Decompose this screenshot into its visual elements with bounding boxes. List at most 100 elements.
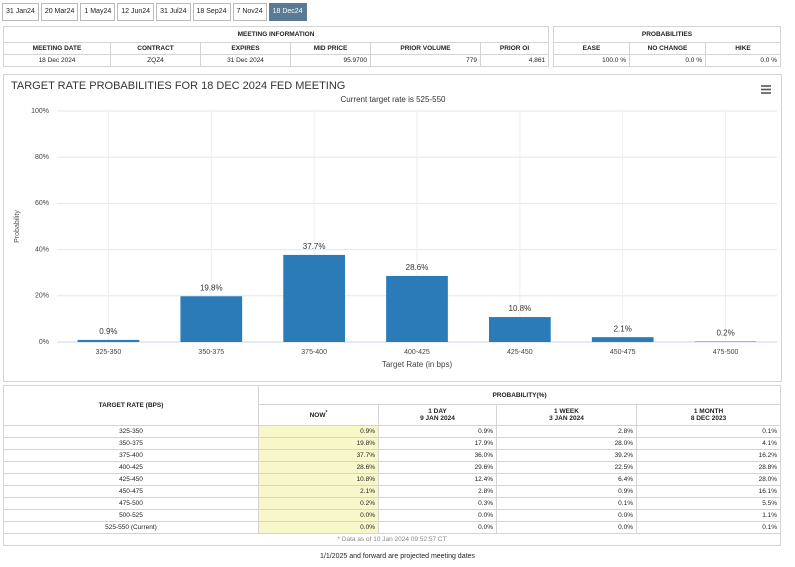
cell: 0.1% <box>496 497 637 510</box>
x-tick-label: 425-450 <box>507 349 533 356</box>
column-header: PRIOR OI <box>479 42 550 55</box>
data-label: 37.7% <box>303 242 326 251</box>
data-label: 0.2% <box>716 329 734 338</box>
data-label: 0.9% <box>99 327 117 336</box>
menu-button[interactable] <box>761 85 771 94</box>
meeting-tab[interactable]: 7 Nov24 <box>232 3 267 21</box>
cell: 22.5% <box>496 461 637 474</box>
row-header: 375-400 <box>3 449 259 462</box>
meeting-tab[interactable]: 18 Dec24 <box>268 3 307 21</box>
column-label: 1 MONTH <box>693 408 724 415</box>
y-tick-label: 40% <box>35 246 49 253</box>
cell: 28.0% <box>496 437 637 450</box>
cell: 28.6% <box>258 461 379 474</box>
cell: 16.1% <box>635 485 782 498</box>
x-tick-label: 375-400 <box>301 349 327 356</box>
column-date: 3 JAN 2024 <box>549 415 584 422</box>
column-label: 1 DAY <box>428 408 447 415</box>
table-row: MEETING INFORMATION <box>2 26 550 43</box>
table-title: MEETING INFORMATION <box>2 26 550 43</box>
row-header: 325-350 <box>3 425 259 438</box>
row-header: 450-475 <box>3 485 259 498</box>
column-label: 1 WEEK <box>554 408 579 415</box>
column-date: 9 JAN 2024 <box>420 415 455 422</box>
x-tick-label: 450-475 <box>610 349 636 356</box>
group-header: PROBABILITY(%) <box>257 385 782 405</box>
bar <box>180 296 243 342</box>
probability-table: TARGET RATE (BPS) PROBABILITY(%) NOW* 1 DAY… <box>2 385 782 546</box>
table-row: 450-475 2.1% 2.8% 0.9% 16.1% <box>3 485 782 498</box>
cell: 28.0% <box>635 473 782 486</box>
meeting-tab[interactable]: 31 Jul24 <box>156 3 191 21</box>
data-label: 28.6% <box>406 263 429 272</box>
bar <box>283 254 345 342</box>
column-header: NOW* <box>258 404 379 426</box>
row-header: 500-525 <box>3 509 259 522</box>
row-header: 400-425 <box>3 461 259 474</box>
bar <box>489 317 551 342</box>
cell: 0.0% <box>496 509 637 522</box>
cell: 19.8% <box>258 437 379 450</box>
column-header: HIKE <box>704 42 782 55</box>
cell: 12.4% <box>378 473 497 486</box>
cell: 16.2% <box>635 449 782 462</box>
y-tick-label: 0% <box>39 339 49 346</box>
meeting-tab[interactable]: 18 Sep24 <box>192 3 231 21</box>
row-header: 475-500 <box>3 497 259 510</box>
bar <box>591 337 654 342</box>
table-row: 100.0 % 0.0 % 0.0 % <box>553 54 782 67</box>
x-tick-label: 325-350 <box>96 349 122 356</box>
footnote: * Data as of 10 Jan 2024 09:52:57 CT <box>2 533 782 546</box>
column-label: NOW <box>309 412 326 420</box>
table-row: MEETING DATE CONTRACT EXPIRES MID PRICE PRIO… <box>3 42 550 55</box>
cell: 6.4% <box>496 473 637 486</box>
cell: 10.8% <box>258 473 379 486</box>
x-axis-label: Target Rate (in bps) <box>382 360 453 369</box>
y-tick-label: 100% <box>31 108 49 115</box>
table-row: 400-425 28.6% 29.6% 22.5% 28.8% <box>3 461 782 474</box>
cell: 28.8% <box>635 461 782 474</box>
meeting-tab[interactable]: 1 May24 <box>80 3 116 21</box>
cell: 779 <box>370 54 481 67</box>
meeting-info-table: MEETING INFORMATION MEETING DATE CONTRACT E… <box>2 26 550 67</box>
column-header: MEETING DATE <box>3 42 111 55</box>
table-row: 350-375 19.8% 17.9% 28.0% 4.1% <box>3 437 782 450</box>
table-row: 375-400 37.7% 36.0% 39.2% 16.2% <box>3 449 782 462</box>
cell: 0.1% <box>635 425 782 438</box>
column-date: 8 DEC 2023 <box>690 415 727 422</box>
cell: 100.0 % <box>553 54 630 67</box>
column-note: * <box>325 410 328 417</box>
cell: 39.2% <box>496 449 637 462</box>
x-tick-label: 350-375 <box>198 349 224 356</box>
bar <box>386 275 448 342</box>
chart: TARGET RATE PROBABILITIES FOR 18 DEC 202… <box>3 74 782 382</box>
cell: 1.1% <box>635 509 782 522</box>
y-tick-label: 20% <box>35 293 49 300</box>
cell: 0.2% <box>258 497 379 510</box>
column-header: 1 WEEK 3 JAN 2024 <box>496 404 637 426</box>
x-tick-label: 475-500 <box>713 349 739 356</box>
column-header: CONTRACT <box>110 42 201 55</box>
y-axis-label: Probability <box>14 210 21 243</box>
table-row: * Data as of 10 Jan 2024 09:52:57 CT <box>2 533 782 546</box>
column-header: NO CHANGE <box>629 42 706 55</box>
x-tick-label: 400-425 <box>404 349 430 356</box>
y-tick-label: 80% <box>35 154 49 161</box>
data-label: 19.8% <box>200 283 223 292</box>
cell: 0.9% <box>258 425 379 438</box>
projection-note: 1/1/2025 and forward are projected meeti… <box>320 553 475 560</box>
cell: 0.3% <box>378 497 497 510</box>
cell: 0.0% <box>378 509 497 522</box>
cell: 0.0% <box>258 509 379 522</box>
meeting-tab[interactable]: 20 Mar24 <box>40 3 79 21</box>
meeting-tab[interactable]: 12 Jun24 <box>117 3 155 21</box>
meeting-tab[interactable]: 31 Jan24 <box>2 3 39 21</box>
cell: 0.0% <box>496 521 637 534</box>
table-row: EASE NO CHANGE HIKE <box>553 42 782 55</box>
column-header: TARGET RATE (BPS) <box>3 385 259 426</box>
table-row: TARGET RATE (BPS) PROBABILITY(%) <box>3 385 782 426</box>
chart-subtitle: Current target rate is 525-550 <box>341 95 446 104</box>
probabilities-table: PROBABILITIES EASE NO CHANGE HIKE 100.0 % 0.0… <box>552 26 782 67</box>
cell: 37.7% <box>258 449 379 462</box>
